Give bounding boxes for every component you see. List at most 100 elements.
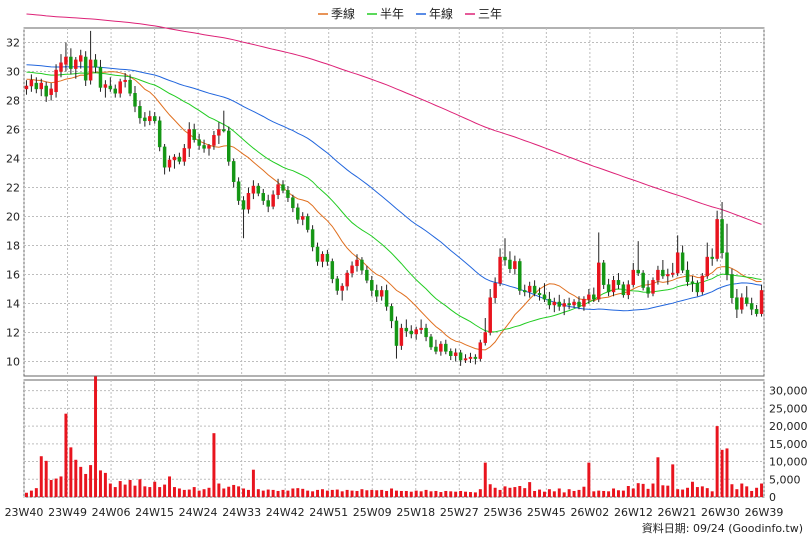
candle (740, 293, 744, 314)
candle (518, 258, 522, 295)
candle (286, 186, 290, 202)
volume-bar (528, 482, 532, 497)
volume-bar (552, 491, 556, 497)
candle (291, 194, 295, 213)
volume-bar (192, 487, 196, 497)
candle-body (172, 156, 177, 161)
candle (192, 123, 196, 143)
candle (261, 188, 265, 205)
legend-label: 半年 (380, 7, 404, 21)
candle-body (231, 161, 236, 182)
volume-bar (375, 490, 379, 497)
candle-body (49, 88, 53, 95)
x-tick-label: 25W45 (527, 506, 566, 519)
volume-bar (686, 487, 690, 497)
volume-bar (710, 491, 714, 497)
volume-bar (54, 478, 58, 497)
volume-bar (108, 483, 112, 497)
candle (661, 260, 665, 279)
volume-bar (79, 466, 83, 497)
candle (685, 261, 690, 287)
candle-body (74, 59, 78, 69)
candle (537, 287, 542, 301)
volume-bar (320, 489, 324, 497)
candle (350, 261, 354, 278)
candle (621, 281, 626, 298)
volume-tick-label: 25,000 (769, 402, 808, 415)
volume-bar (365, 490, 369, 497)
candle (636, 241, 640, 276)
candle-body (453, 352, 458, 356)
candle (508, 251, 512, 274)
candle-body (276, 184, 280, 196)
candle-body (271, 194, 275, 207)
volume-bar (429, 491, 433, 497)
candle-body (493, 282, 497, 298)
x-tick-label: 25W09 (353, 506, 392, 519)
candle-body (286, 190, 290, 198)
candle (592, 287, 596, 303)
candle-body (108, 85, 113, 90)
price-tick-label: 10 (6, 356, 20, 369)
volume-bar (113, 487, 117, 497)
volume-bar (197, 490, 201, 497)
candle-body (611, 280, 616, 293)
candle (276, 178, 280, 200)
candle (606, 278, 611, 297)
volume-bar (276, 490, 280, 497)
price-panel: 10 12 14 16 18 20 22 24 26 28 30 32 (6, 13, 765, 377)
candle (315, 242, 320, 266)
volume-bar (404, 490, 408, 497)
candle-body (389, 306, 394, 322)
candle (271, 190, 275, 210)
candle-body (375, 290, 379, 297)
ma-3year-line (26, 13, 762, 225)
volume-bar (74, 459, 78, 497)
candle-body (675, 252, 680, 274)
volume-bar (493, 487, 497, 497)
candle-body (365, 269, 369, 281)
candle-body (532, 285, 537, 294)
volume-bar (616, 490, 620, 497)
volume-bar (409, 491, 413, 497)
candle-body (330, 261, 335, 280)
candle (370, 275, 374, 297)
candle-body (138, 106, 142, 119)
volume-bar (330, 489, 334, 497)
candle-body (606, 284, 611, 293)
volume-bar (661, 485, 665, 497)
candle-body (29, 79, 34, 87)
volume-bar (237, 486, 241, 497)
candle (231, 158, 236, 188)
candle (59, 54, 63, 78)
volume-bar (335, 489, 339, 497)
x-tick-label: 26W21 (658, 506, 697, 519)
candle-body (552, 301, 557, 306)
candle (123, 72, 127, 88)
candle (330, 258, 335, 284)
candle (587, 289, 591, 304)
volume-bar (483, 462, 487, 497)
candle (172, 154, 177, 169)
volume-tick-label: 0 (769, 491, 776, 504)
candle (182, 144, 187, 166)
candle-body (557, 301, 561, 307)
candle-body (567, 303, 571, 306)
candle (759, 284, 764, 317)
candle (601, 260, 606, 289)
candle (577, 296, 581, 310)
candle-body (518, 261, 522, 291)
candle-body (542, 294, 547, 300)
candle (582, 296, 586, 311)
candle-body (162, 146, 167, 168)
candle-body (305, 216, 310, 230)
volume-bar (612, 488, 616, 497)
candle (399, 323, 404, 350)
candle (241, 196, 246, 239)
volume-tick-label: 5,000 (769, 473, 801, 486)
volume-bar (399, 490, 403, 497)
candle (24, 80, 29, 95)
volume-bar (538, 489, 542, 497)
candle-body (281, 184, 285, 191)
candle (88, 30, 93, 85)
